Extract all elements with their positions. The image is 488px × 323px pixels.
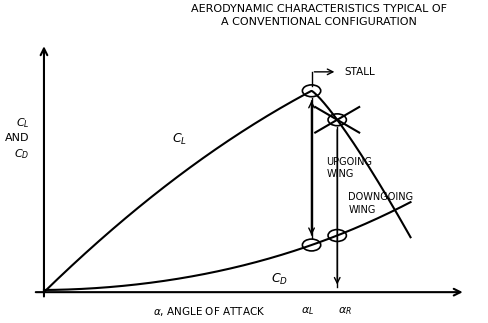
Text: DOWNGOING
WING: DOWNGOING WING xyxy=(348,193,413,215)
Text: AERODYNAMIC CHARACTERISTICS TYPICAL OF
A CONVENTIONAL CONFIGURATION: AERODYNAMIC CHARACTERISTICS TYPICAL OF A… xyxy=(191,4,447,27)
Text: $C_L$: $C_L$ xyxy=(172,132,187,147)
Text: $\alpha_L$: $\alpha_L$ xyxy=(301,305,314,317)
Text: $C_L$
AND
$C_D$: $C_L$ AND $C_D$ xyxy=(5,116,29,161)
Text: STALL: STALL xyxy=(345,67,375,77)
Text: $\alpha$, ANGLE OF ATTACK: $\alpha$, ANGLE OF ATTACK xyxy=(153,305,265,318)
Text: UPGOING
WING: UPGOING WING xyxy=(326,157,372,179)
Text: $\alpha_R$: $\alpha_R$ xyxy=(338,305,351,317)
Text: $C_D$: $C_D$ xyxy=(271,272,288,287)
